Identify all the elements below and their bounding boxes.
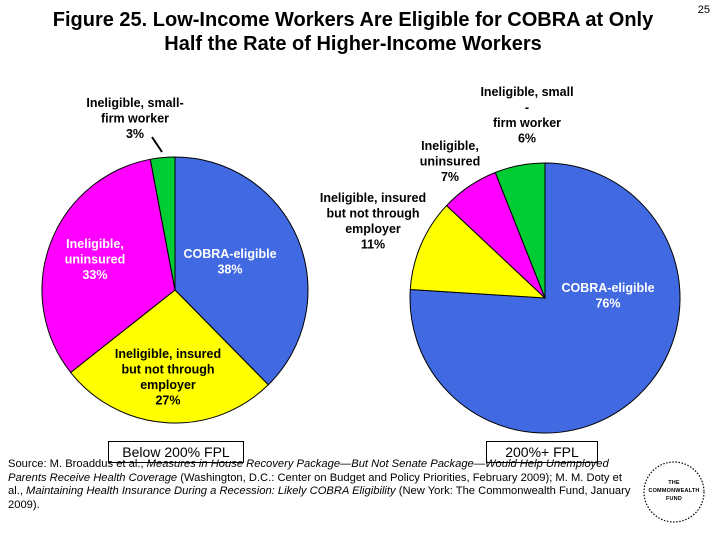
pie-slice-below-200-cobra-eligible [174, 156, 309, 386]
pie-slice-200-plus-ineligible-insured-but-not-through-employer [409, 204, 547, 299]
fpl-label-below-200: Below 200% FPL [108, 441, 244, 463]
title-line-2: Half the Rate of Higher-Income Workers [164, 33, 542, 55]
source-title-2: Maintaining Health Insurance During a Re… [26, 485, 396, 497]
pie-slice-below-200-ineligible-uninsured [41, 158, 176, 374]
pie-label-200-plus-ineligible-small-firm-worker: Ineligible, small -firm worker 6% [480, 85, 573, 146]
pie-label-below-200-ineligible-insured-but-not-through-employer: Ineligible, insured but not through employ… [115, 347, 221, 408]
pie-label-200-plus-ineligible-insured-but-not-through-employer: Ineligible, insured but not through employ… [320, 191, 426, 252]
fpl-label-200-plus: 200%+ FPL [486, 441, 598, 463]
pie-label-below-200-ineligible-uninsured: Ineligible, uninsured 33% [65, 237, 125, 282]
pie-slice-200-plus-ineligible-small-firm-worker [494, 162, 546, 299]
pie-slice-below-200-ineligible-small-firm-worker [149, 156, 176, 291]
source-note: Source: M. Broaddus et al., Measures in … [8, 458, 633, 512]
pie-label-below-200-cobra-eligible: COBRA-eligible 38% [183, 247, 276, 277]
pie-label-200-plus-ineligible-uninsured: Ineligible, uninsured 7% [420, 139, 480, 184]
logo-line-2: COMMONWEALTH [648, 488, 700, 494]
pie-slice-below-200-ineligible-insured-but-not-through-employer [69, 289, 270, 424]
source-title-1: Measures in House Recovery Package—But N… [8, 458, 609, 484]
pie-label-200-plus-cobra-eligible: COBRA-eligible 76% [561, 281, 654, 311]
pie-label-below-200-ineligible-small-firm-worker: Ineligible, small-firm worker 3% [86, 96, 183, 141]
page-title: Figure 25. Low-Income Workers Are Eligib… [18, 8, 688, 56]
logo-line-3: FUND [665, 496, 683, 502]
commonwealth-fund-logo: THE COMMONWEALTH FUND [636, 460, 712, 524]
logo-line-1: THE [668, 480, 680, 486]
leader-line-below-200 [151, 136, 163, 153]
source-text-3: (New York: The Commonwealth Fund, Januar… [8, 485, 631, 511]
page-number: 25 [697, 4, 710, 16]
source-text-1: Source: M. Broaddus et al., [8, 458, 147, 470]
title-line-1: Figure 25. Low-Income Workers Are Eligib… [52, 9, 654, 31]
source-text-2: (Washington, D.C.: Center on Budget and … [8, 471, 622, 498]
